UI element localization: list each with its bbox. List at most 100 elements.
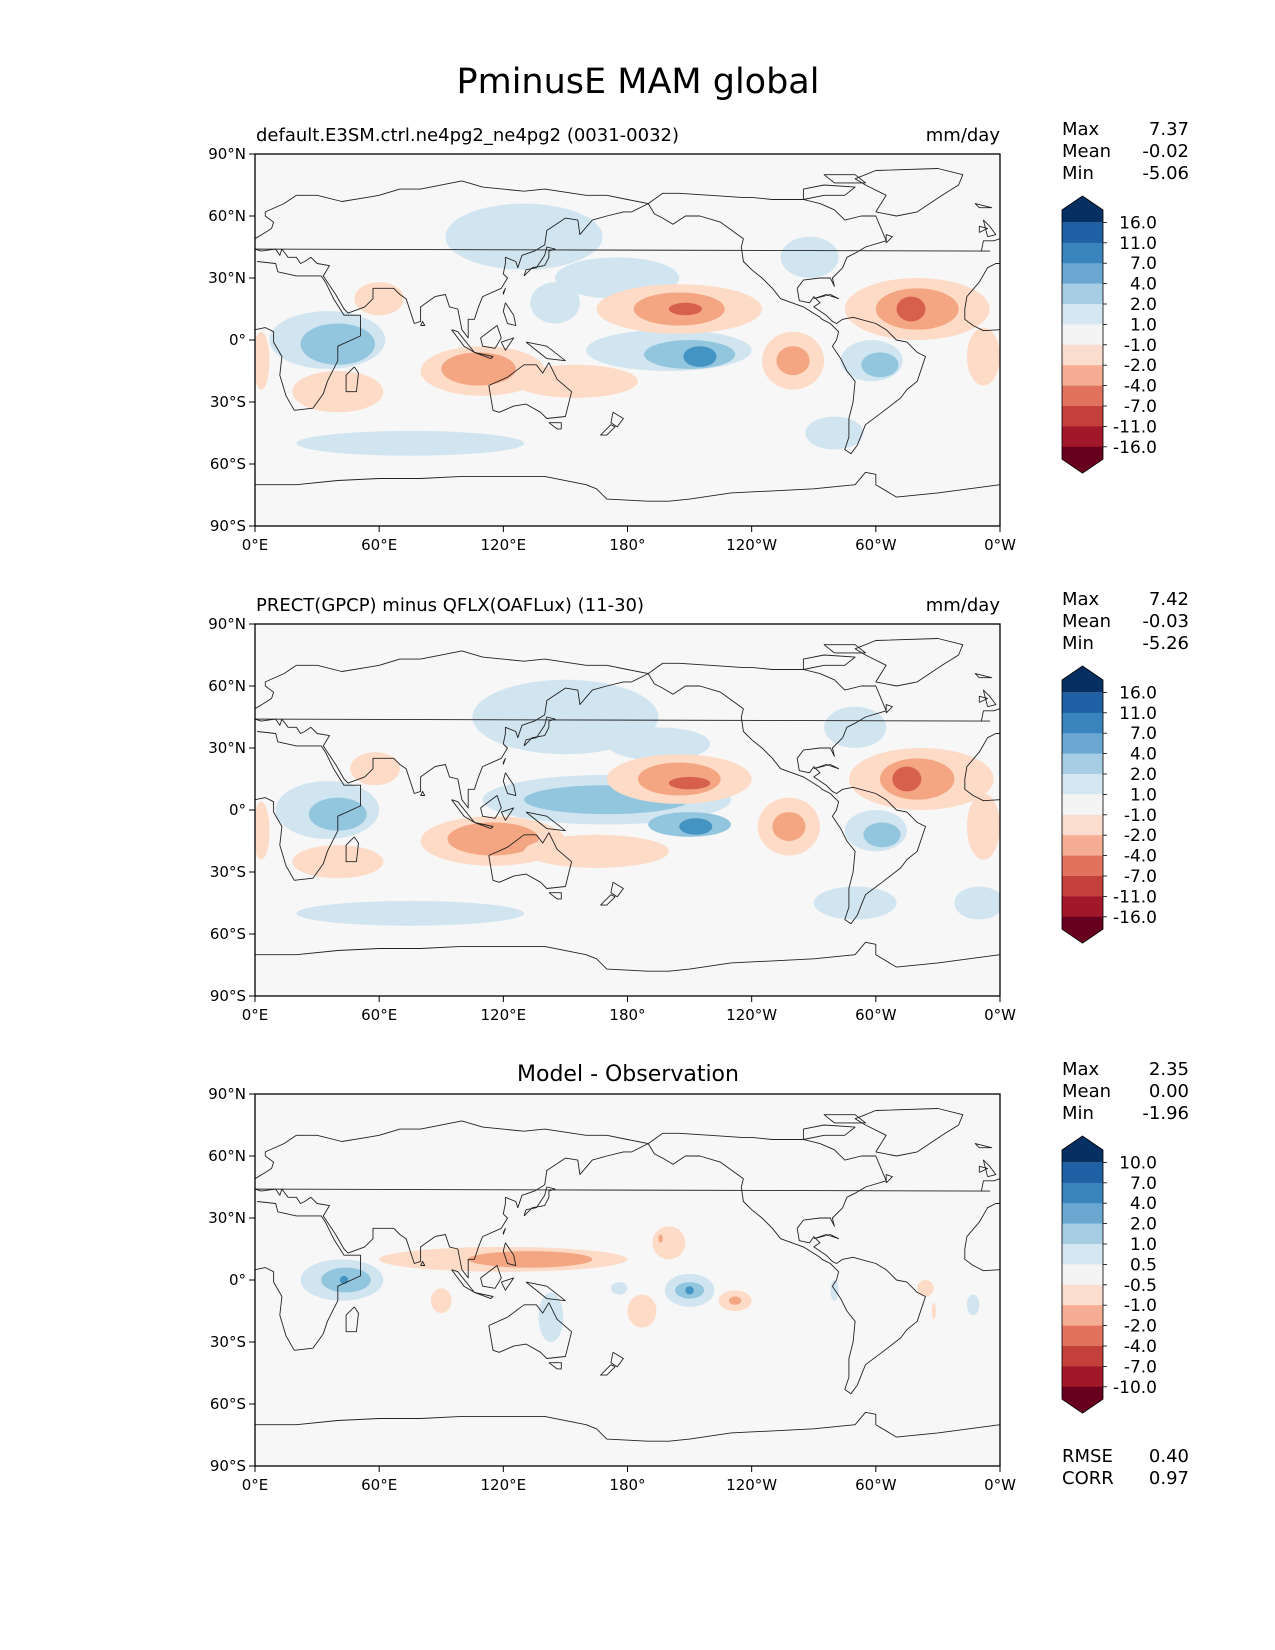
coastline (647, 1132, 926, 1395)
coastline (523, 246, 556, 277)
coastline (802, 1124, 856, 1140)
contour-region (447, 822, 539, 856)
colorbar-level-label: -11.0 (1113, 887, 1157, 907)
y-tick-label: 30°N (208, 269, 246, 287)
colorbar-level-label: -16.0 (1113, 438, 1157, 458)
contour-region (292, 845, 384, 879)
contour-region (805, 416, 864, 450)
colorbar-segment (1062, 263, 1103, 284)
stat-mean-value: 0.00 (1149, 1081, 1189, 1102)
y-tick-label: 60°S (210, 455, 246, 473)
colorbar-extend-bottom (1062, 1386, 1103, 1414)
coastline (854, 1108, 964, 1157)
coastline (823, 174, 866, 184)
contour-region (441, 352, 516, 386)
colorbar-segment (1062, 385, 1103, 407)
colorbar-segment (1062, 712, 1103, 734)
x-axis-model: 0°E 60°E 120°E 180° 120°W 60°W 0°W (242, 526, 1016, 554)
contour-region (524, 834, 669, 868)
coastline (600, 1364, 616, 1376)
coastline (255, 650, 649, 809)
colorbar-level-label: 1.0 (1130, 785, 1157, 805)
contour-region (966, 1294, 980, 1316)
contour-region (776, 346, 810, 376)
colorbar-level-label: 4.0 (1130, 1194, 1157, 1214)
coastline (813, 764, 840, 770)
colorbar-level-label: -2.0 (1124, 826, 1157, 846)
colorbar-level-label: 4.0 (1130, 275, 1157, 295)
coastline (255, 941, 1000, 972)
colorbar-segment (1062, 304, 1103, 325)
stat-max-value: 7.42 (1149, 589, 1189, 610)
coastline (610, 1351, 624, 1368)
coastline (978, 225, 989, 233)
contour-region (931, 1302, 936, 1320)
contour-region (255, 801, 270, 860)
colorbar-level-label: -1.0 (1124, 1296, 1157, 1316)
coastline (255, 238, 1000, 264)
colorbar-level-label: -7.0 (1124, 867, 1157, 887)
contour-region (530, 282, 580, 324)
x-tick-label: 180° (609, 1476, 645, 1494)
contour-region (255, 331, 270, 390)
coastline (255, 261, 361, 411)
coastline (502, 1242, 517, 1266)
colorbar-level-label: 16.0 (1119, 213, 1157, 233)
stats-diff: Max 2.35 Mean 0.00 Min -1.96 (1062, 1059, 1189, 1124)
stats-obs: Max 7.42 Mean -0.03 Min -5.26 (1062, 589, 1189, 654)
x-tick-label: 0°E (242, 1006, 269, 1024)
colorbar-segment (1062, 896, 1103, 918)
panel-diff: Model - Observation 0°E 60°E 120°E 180° 120°… (208, 1059, 1189, 1494)
contour-region (685, 1286, 694, 1295)
x-tick-label: 0°W (984, 1006, 1016, 1024)
coastline (885, 1174, 893, 1184)
stat-min-label: Min (1062, 163, 1094, 184)
x-tick-label: 60°W (855, 536, 897, 554)
colorbar-level-label: -7.0 (1124, 1357, 1157, 1377)
colorbar-segment (1062, 1284, 1103, 1306)
coastline (600, 894, 616, 906)
y-tick-label: 90°S (210, 517, 246, 535)
y-tick-label: 30°S (210, 863, 246, 881)
stat-corr-label: CORR (1062, 1468, 1114, 1489)
contour-region (513, 364, 638, 398)
coastline (500, 807, 515, 821)
colorbar-segment (1062, 1366, 1103, 1388)
coastline (502, 287, 506, 295)
coastline (420, 320, 426, 326)
y-tick-label: 90°N (208, 615, 246, 633)
y-tick-label: 60°S (210, 925, 246, 943)
coastline (255, 1411, 1000, 1442)
stat-min-label: Min (1062, 1103, 1094, 1124)
coastline (255, 731, 361, 881)
coastline (982, 1159, 997, 1178)
colorbar-obs: 16.011.07.04.02.01.0-1.0-2.0-4.0-7.0-11.… (1061, 665, 1157, 944)
contours-diff (300, 1226, 980, 1342)
contour-region (339, 1275, 349, 1285)
contour-region (296, 430, 525, 456)
colorbar-segment (1062, 426, 1103, 448)
colorbar-outline (1061, 1135, 1104, 1414)
x-tick-label: 60°E (361, 536, 397, 554)
x-tick-label: 120°W (726, 1006, 777, 1024)
y-tick-label: 30°S (210, 393, 246, 411)
coastline (802, 654, 856, 670)
coastline (255, 1201, 361, 1351)
coastline (600, 424, 616, 436)
y-tick-label: 90°N (208, 1085, 246, 1103)
contour-region (896, 296, 926, 322)
coastline (488, 362, 573, 419)
y-tick-label: 30°S (210, 1333, 246, 1351)
contour-region (627, 1294, 657, 1328)
coastline (474, 821, 494, 830)
colorbar-level-label: 11.0 (1119, 234, 1157, 254)
colorbar-segment (1062, 1264, 1103, 1286)
x-tick-label: 180° (609, 536, 645, 554)
coastline (255, 471, 1000, 502)
colorbar-level-label: 2.0 (1130, 295, 1157, 315)
colorbar-extend-bottom (1062, 916, 1103, 944)
colorbar-segment (1062, 1162, 1103, 1184)
contour-region (300, 323, 376, 365)
coastline (964, 263, 1000, 332)
